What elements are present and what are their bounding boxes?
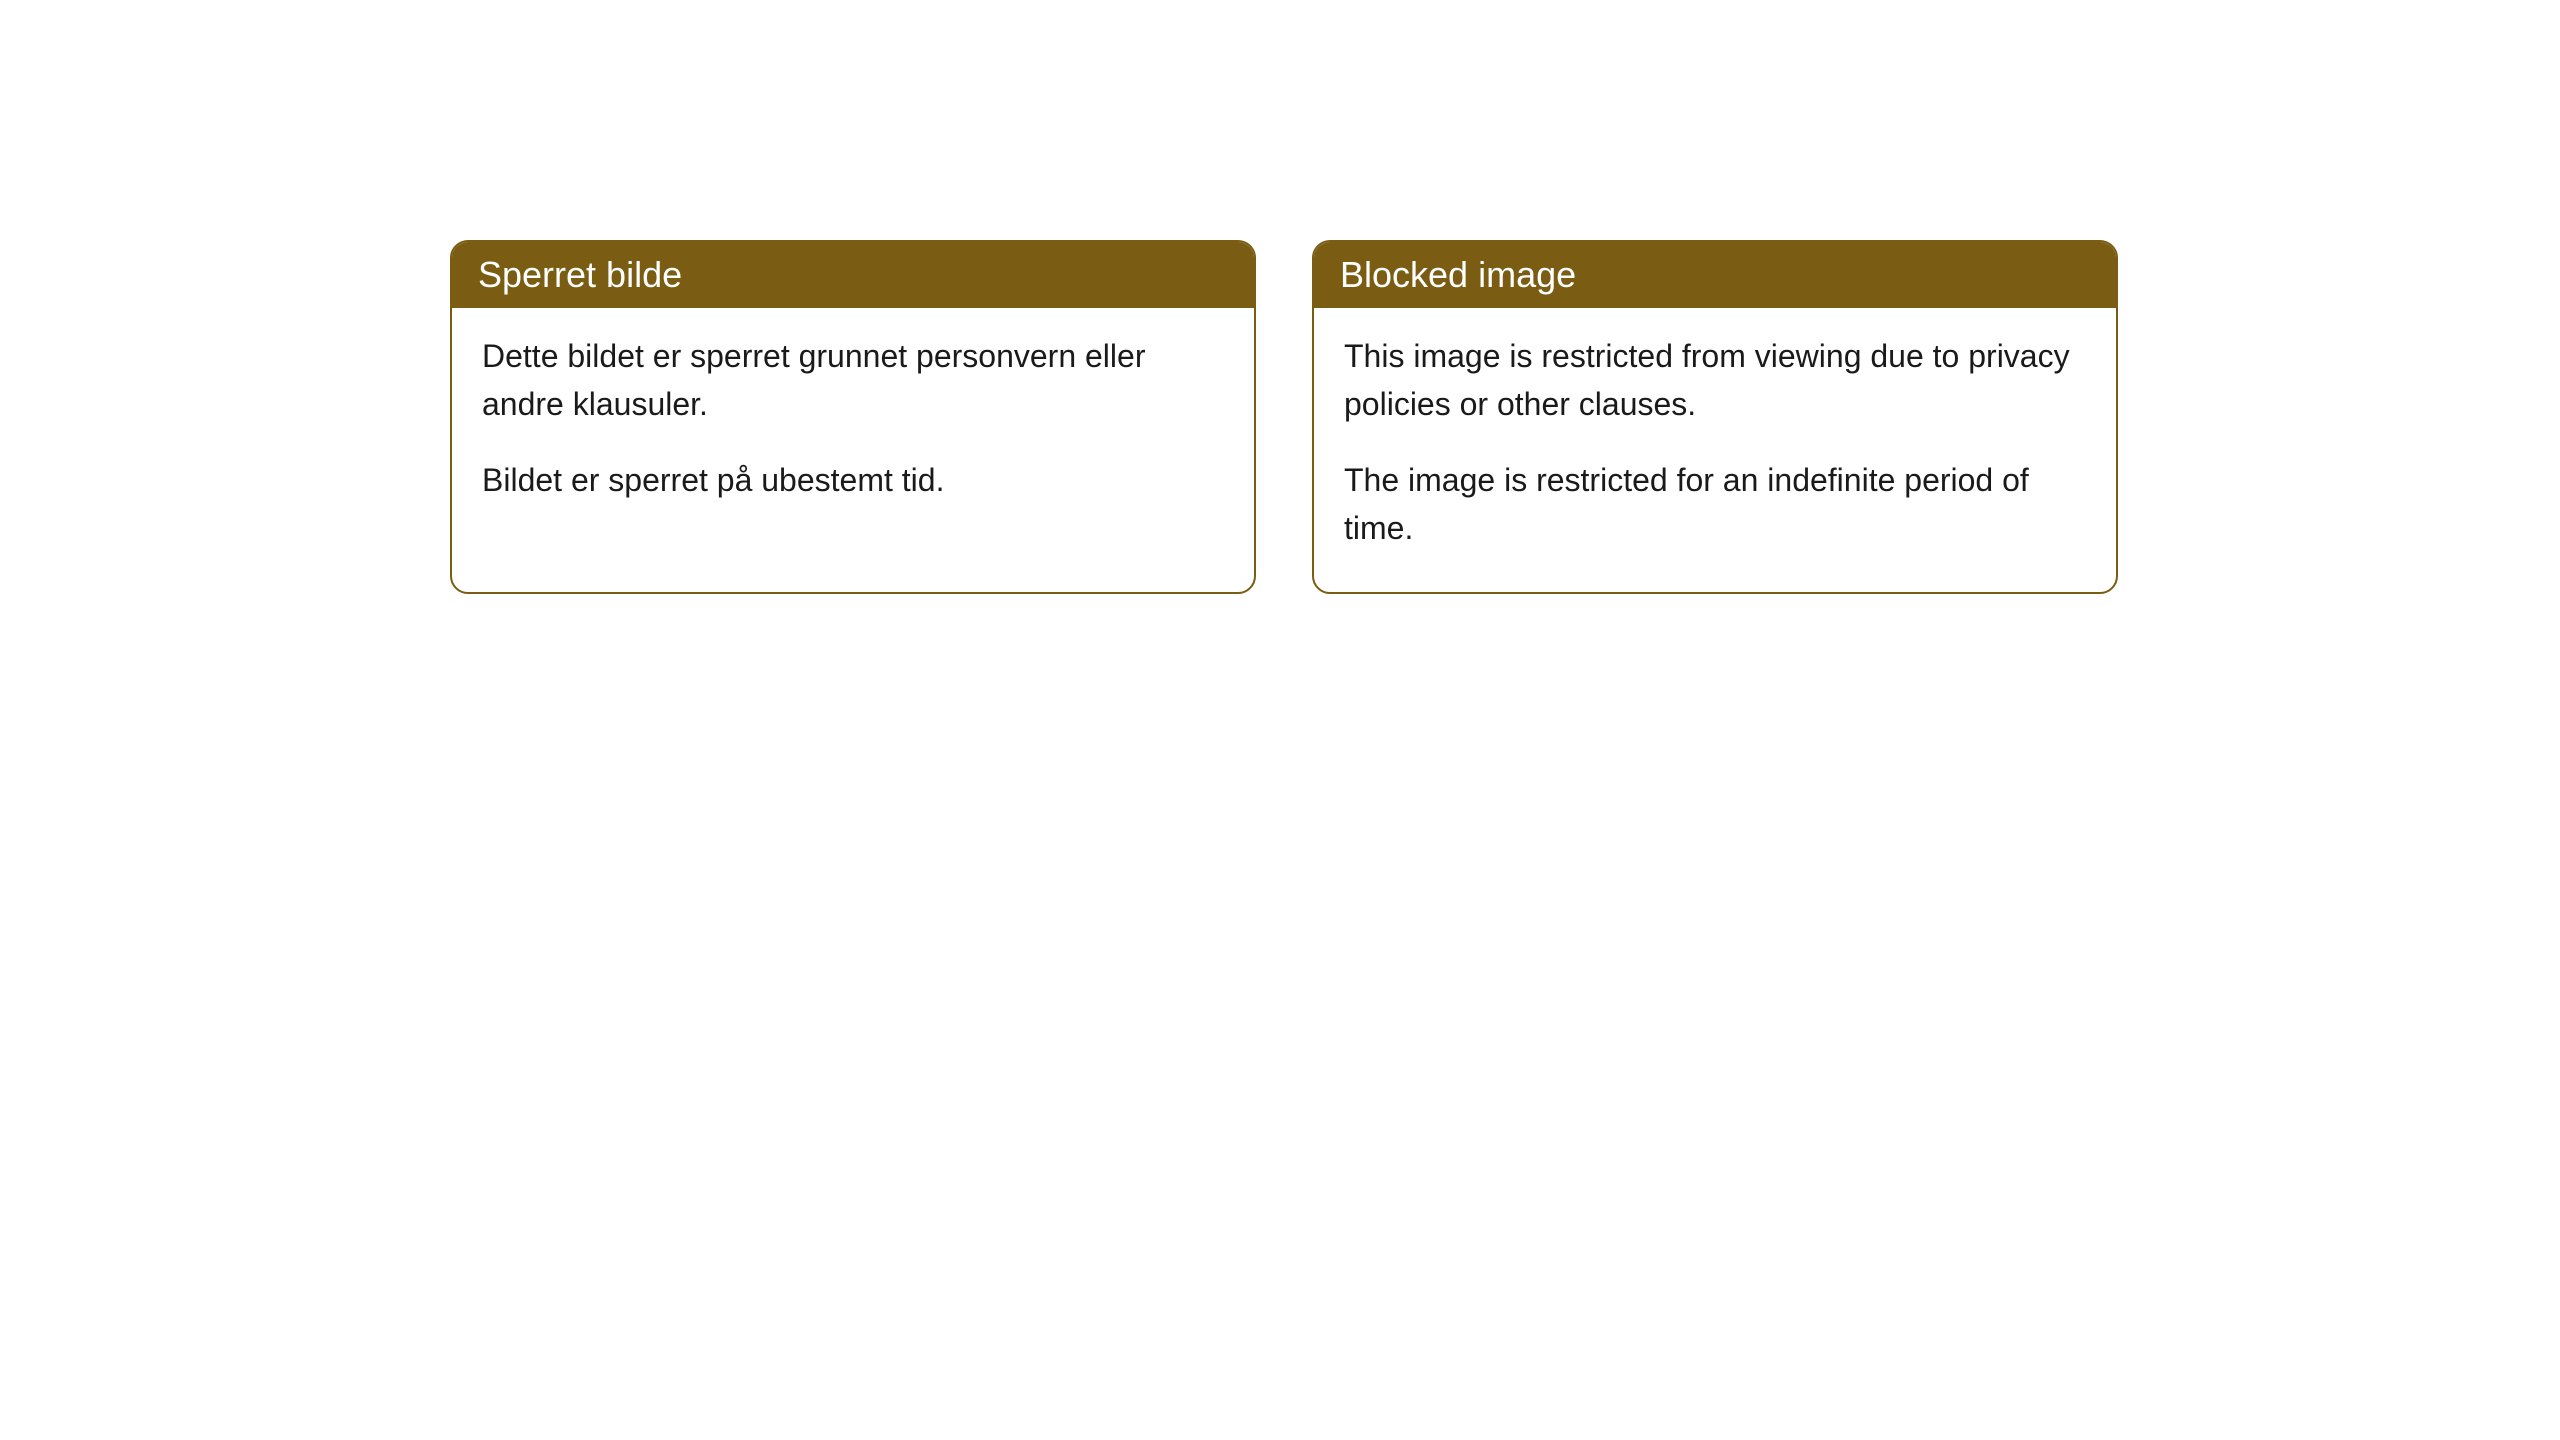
card-paragraph: Dette bildet er sperret grunnet personve… [482,332,1224,428]
card-title: Sperret bilde [478,254,682,295]
card-paragraph: This image is restricted from viewing du… [1344,332,2086,428]
card-body-english: This image is restricted from viewing du… [1314,308,2116,592]
card-paragraph: The image is restricted for an indefinit… [1344,456,2086,552]
card-header-norwegian: Sperret bilde [452,242,1254,308]
blocked-image-card-norwegian: Sperret bilde Dette bildet er sperret gr… [450,240,1256,594]
cards-container: Sperret bilde Dette bildet er sperret gr… [450,240,2560,594]
blocked-image-card-english: Blocked image This image is restricted f… [1312,240,2118,594]
card-paragraph: Bildet er sperret på ubestemt tid. [482,456,1224,504]
card-body-norwegian: Dette bildet er sperret grunnet personve… [452,308,1254,544]
card-title: Blocked image [1340,254,1576,295]
card-header-english: Blocked image [1314,242,2116,308]
